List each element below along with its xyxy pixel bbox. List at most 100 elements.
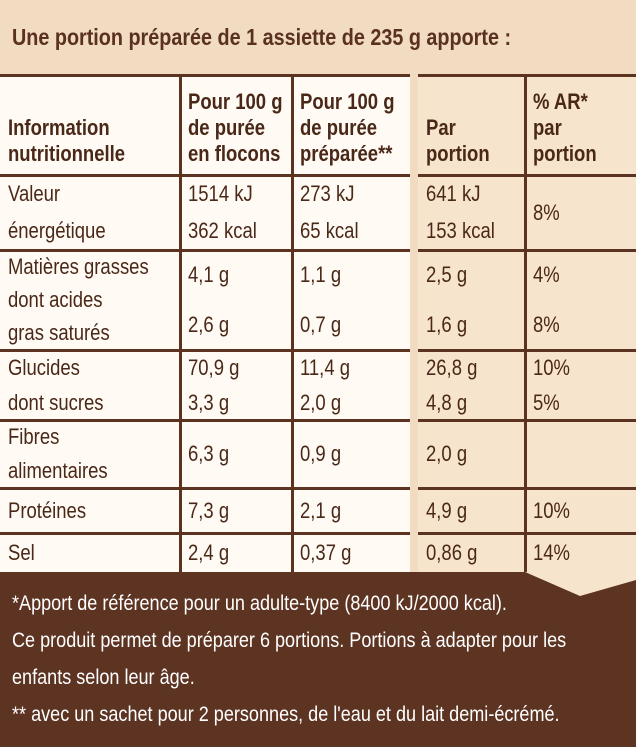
cell-text: 153 kcal [426,218,495,244]
row-line [418,487,636,490]
cell-text: 8% [533,199,560,225]
cell: 26,8 g 4,8 g [418,350,525,420]
cell: 10% [525,488,636,533]
cell-text: 1514 kJ [188,180,253,206]
cell-text: Fibres [8,424,60,449]
cell-text: % AR* [533,89,588,114]
cell-text: Glucides [8,354,80,380]
row-line [0,349,410,352]
row-line [0,487,410,490]
cell-text: portion [426,141,490,166]
row-line [0,174,410,177]
cell-text: Protéines [8,497,87,523]
title: Une portion préparée de 1 assiette de 23… [12,24,512,50]
notch-shape [525,572,636,596]
cell-text: 4% [533,262,560,287]
cell-text: 65 kcal [300,218,359,244]
cell: 11,4 g 2,0 g [292,350,410,420]
cell: Matières grasses dont acides gras saturés [0,250,180,350]
cell-text: 641 kJ [426,180,481,206]
footer [0,572,636,747]
cell-text: Matières grasses [8,253,149,279]
cell-text: préparée** [300,141,393,166]
cell-text: dont sucres [8,389,104,415]
cell-text: 10% [533,497,570,523]
cell: 7,3 g [180,488,292,533]
cell-text: 0,86 g [426,539,478,565]
cell-text: 273 kJ [300,180,355,206]
cell-text: gras saturés [8,320,110,346]
header-cell: % AR* par portion [525,75,636,175]
row-line [0,74,410,77]
cell: 4,9 g [418,488,525,533]
cell-text: Information [8,115,110,140]
cell-text: 362 kcal [188,218,257,244]
cell-text: 11,4 g [300,354,351,380]
cell-text: 2,0 g [300,389,342,415]
cell: 273 kJ 65 kcal [292,175,410,250]
header-cell: Pour 100 g de purée en flocons [180,75,292,175]
footer-line: *Apport de référence pour un adulte-type… [12,592,507,615]
cell-text: 5% [533,389,560,415]
cell: 0,9 g [292,420,410,488]
cell: 4,1 g 2,6 g [180,250,292,350]
cell-text: 0,7 g [300,312,342,337]
cell-text: par [533,115,562,140]
cell-text: 10% [533,354,570,380]
cell-text: 14% [533,539,570,565]
cell-text: 1,6 g [426,312,468,337]
cell-text: 0,37 g [300,539,352,565]
cell-text: de purée [300,115,378,140]
cell-text: en flocons [188,141,281,166]
cell-text: dont acides [8,286,103,312]
cell: 6,3 g [180,420,292,488]
cell: 1514 kJ 362 kcal [180,175,292,250]
cell: 0,86 g [418,533,525,572]
cell: 2,4 g [180,533,292,572]
cell: 0,37 g [292,533,410,572]
cell-text: 1,1 g [300,262,342,287]
cell: 2,0 g [418,420,525,488]
cell-text: Valeur [8,180,61,206]
footer-line: Ce produit permet de préparer 6 portions… [12,629,567,652]
header-cell: Pour 100 g de purée préparée** [292,75,410,175]
cell-text: 7,3 g [188,497,230,523]
cell-text: 4,9 g [426,497,468,523]
cell-text: de purée [188,115,266,140]
row-line [0,419,410,422]
row-line [418,349,636,352]
cell: 1,1 g 0,7 g [292,250,410,350]
cell [525,420,636,488]
cell: 641 kJ 153 kcal [418,175,525,250]
cell-text: 2,6 g [188,312,230,337]
cell: 70,9 g 3,3 g [180,350,292,420]
cell-text: 0,9 g [300,441,342,466]
footer-line: enfants selon leur âge. [12,666,195,689]
cell-text: 6,3 g [188,441,230,466]
cell-text: 8% [533,312,560,337]
cell: Fibres alimentaires [0,420,180,488]
row-line [418,174,636,177]
cell-text: 4,8 g [426,389,468,415]
cell-text: Pour 100 g [188,89,283,114]
cell-text: 26,8 g [426,354,478,380]
cell-text: 4,1 g [188,262,230,287]
cell: Sel [0,533,180,572]
cell: 2,1 g [292,488,410,533]
row-line [418,419,636,422]
cell-text: portion [533,141,597,166]
cell-text: 3,3 g [188,389,230,415]
row-line [0,249,410,252]
footer-line: ** avec un sachet pour 2 personnes, de l… [12,703,560,726]
row-line [0,532,410,535]
cell-text: énergétique [8,218,106,244]
header-cell: Information nutritionnelle [0,75,180,175]
row-line [418,74,636,77]
cell-text: alimentaires [8,458,108,483]
cell-text: nutritionnelle [8,141,126,166]
cell-text: Pour 100 g [300,89,395,114]
cell-text: Par [426,115,456,140]
col-line [291,75,294,572]
